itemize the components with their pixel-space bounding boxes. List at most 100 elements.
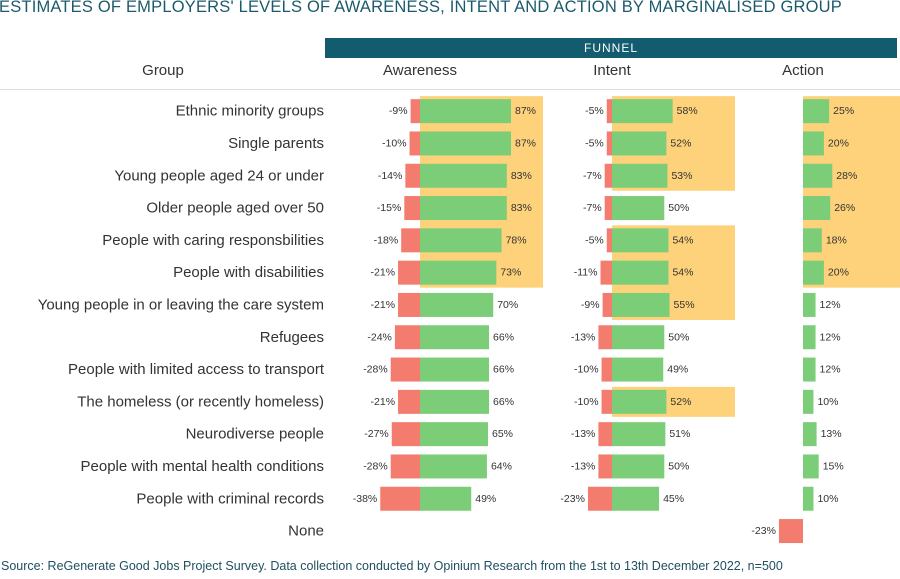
intent-positive-bar (612, 454, 665, 479)
intent-negative-bar (604, 196, 612, 221)
intent-positive-bar (612, 99, 673, 124)
intent-positive-bar (612, 228, 669, 253)
action-positive-label: 12% (820, 299, 841, 311)
action-positive-label: 13% (821, 428, 842, 440)
intent-positive-label: 54% (672, 234, 693, 246)
intent-column-header: Intent (593, 62, 631, 79)
awareness-positive-label: 65% (492, 428, 513, 440)
group-column-header: Group (142, 62, 184, 79)
awareness-positive-bar (420, 389, 490, 414)
intent-negative-bar (606, 131, 612, 156)
header-divider (0, 89, 900, 90)
awareness-positive-bar (420, 454, 487, 479)
awareness-negative-label: -24% (367, 331, 392, 343)
awareness-positive-bar (420, 163, 507, 188)
intent-negative-bar (604, 163, 612, 188)
awareness-positive-label: 78% (506, 234, 527, 246)
awareness-negative-bar (398, 292, 420, 317)
action-positive-label: 15% (823, 460, 844, 472)
chart-title: ESTIMATES OF EMPLOYERS' LEVELS OF AWAREN… (0, 0, 842, 16)
source-note: Source: ReGenerate Good Jobs Project Sur… (1, 559, 783, 573)
category-label: Single parents (228, 135, 324, 152)
intent-negative-label: -7% (583, 170, 602, 182)
category-label: Refugees (260, 329, 324, 346)
action-positive-label: 10% (817, 396, 838, 408)
awareness-positive-bar (420, 99, 512, 124)
category-label: Ethnic minority groups (176, 103, 324, 120)
intent-positive-label: 50% (668, 202, 689, 214)
awareness-negative-bar (380, 486, 420, 511)
intent-negative-bar (606, 99, 612, 124)
awareness-negative-label: -27% (364, 428, 389, 440)
intent-negative-bar (598, 454, 612, 479)
awareness-negative-bar (398, 389, 420, 414)
intent-positive-bar (612, 163, 668, 188)
category-label: People with caring responsbilities (102, 232, 324, 249)
intent-negative-bar (601, 357, 612, 382)
awareness-positive-label: 87% (515, 137, 536, 149)
action-positive-bar (803, 357, 816, 382)
intent-positive-bar (612, 292, 670, 317)
intent-negative-bar (600, 260, 612, 285)
awareness-positive-bar (420, 357, 490, 382)
category-label: People with mental health conditions (81, 458, 325, 475)
intent-negative-bar (598, 325, 612, 350)
awareness-negative-bar (398, 260, 420, 285)
category-label: Neurodiverse people (186, 426, 324, 443)
awareness-negative-label: -28% (363, 364, 388, 376)
awareness-negative-label: -21% (371, 267, 396, 279)
category-label: People with limited access to transport (68, 361, 325, 378)
intent-positive-label: 52% (670, 137, 691, 149)
action-negative-label: -23% (751, 525, 776, 537)
intent-positive-bar (612, 260, 669, 285)
action-negative-bar (778, 519, 803, 544)
awareness-highlight-box (420, 96, 543, 288)
awareness-positive-bar (420, 131, 512, 156)
awareness-positive-label: 83% (511, 202, 532, 214)
awareness-positive-label: 66% (493, 364, 514, 376)
intent-positive-label: 58% (677, 105, 698, 117)
intent-positive-label: 51% (669, 428, 690, 440)
intent-negative-label: -5% (585, 105, 604, 117)
intent-positive-bar (612, 325, 665, 350)
awareness-positive-label: 87% (515, 105, 536, 117)
awareness-positive-label: 70% (497, 299, 518, 311)
action-positive-bar (803, 228, 822, 253)
action-positive-label: 10% (817, 493, 838, 505)
action-positive-label: 18% (826, 234, 847, 246)
awareness-positive-label: 66% (493, 331, 514, 343)
intent-positive-bar (612, 131, 667, 156)
intent-negative-bar (598, 422, 612, 447)
intent-positive-label: 53% (671, 170, 692, 182)
action-positive-label: 20% (828, 137, 849, 149)
category-label: Young people aged 24 or under (114, 167, 324, 184)
awareness-positive-label: 64% (491, 460, 512, 472)
action-positive-label: 12% (820, 364, 841, 376)
awareness-negative-label: -15% (377, 202, 402, 214)
intent-negative-bar (602, 292, 612, 317)
action-positive-bar (803, 454, 819, 479)
action-positive-label: 20% (828, 267, 849, 279)
action-positive-label: 25% (833, 105, 854, 117)
awareness-positive-bar (420, 325, 490, 350)
intent-positive-label: 45% (663, 493, 684, 505)
intent-negative-label: -9% (581, 299, 600, 311)
intent-positive-bar (612, 357, 664, 382)
intent-positive-bar (612, 486, 660, 511)
awareness-negative-label: -21% (371, 396, 396, 408)
awareness-negative-label: -38% (353, 493, 378, 505)
awareness-negative-label: -10% (382, 137, 407, 149)
awareness-positive-bar (420, 260, 497, 285)
awareness-negative-bar (405, 163, 420, 188)
awareness-negative-label: -14% (378, 170, 403, 182)
action-positive-bar (803, 292, 816, 317)
intent-positive-label: 49% (667, 364, 688, 376)
category-label: Older people aged over 50 (146, 200, 324, 217)
category-label: People with disabilities (173, 264, 324, 281)
intent-positive-bar (612, 389, 667, 414)
intent-positive-label: 50% (668, 331, 689, 343)
awareness-negative-label: -9% (389, 105, 408, 117)
action-highlight-box (803, 96, 900, 288)
awareness-negative-label: -28% (363, 460, 388, 472)
intent-negative-bar (587, 486, 612, 511)
